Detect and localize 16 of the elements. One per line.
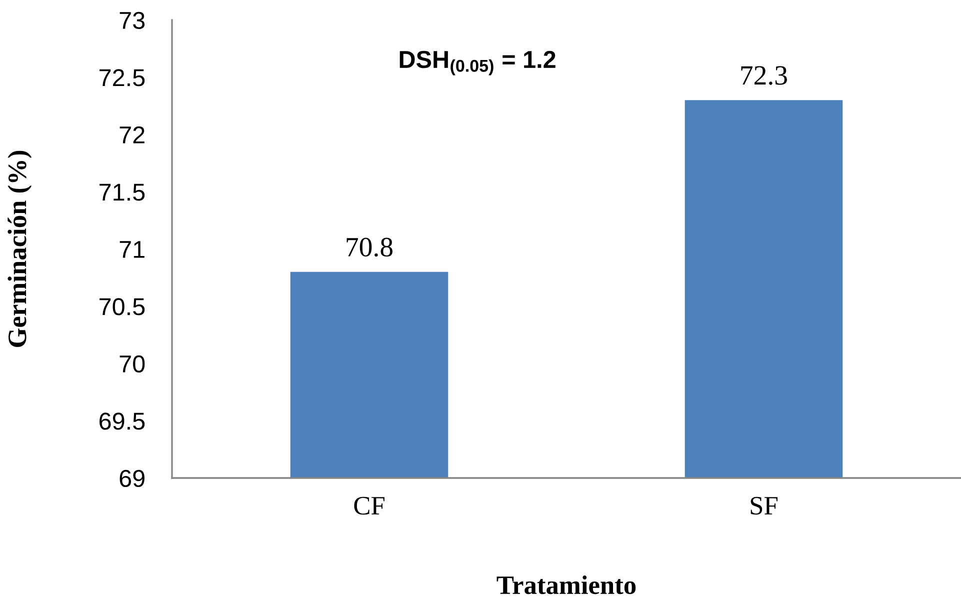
y-tick-label: 70.5 [100, 298, 145, 316]
y-axis-title: Germinación (%) [8, 150, 32, 348]
x-tick-label: CF [354, 496, 384, 515]
y-tick-label: 69.5 [100, 412, 145, 430]
x-axis-title: Tratamiento [496, 576, 636, 594]
data-label: 72.3 [741, 66, 787, 85]
y-tick-label: 71.5 [100, 184, 145, 201]
y-tick-label: 72.5 [100, 69, 145, 86]
annotation: DSH$_{(0.05)}$ = 1.2 [400, 50, 556, 76]
data-label: 70.8 [346, 238, 392, 257]
y-tick-label: 70 [120, 355, 145, 373]
y-tick-label: 72 [120, 126, 144, 144]
y-tick-label: 69 [120, 470, 144, 488]
x-tick-label: SF [750, 496, 778, 515]
y-tick-label: 73 [120, 12, 145, 30]
y-tick-label: 71 [120, 241, 144, 258]
